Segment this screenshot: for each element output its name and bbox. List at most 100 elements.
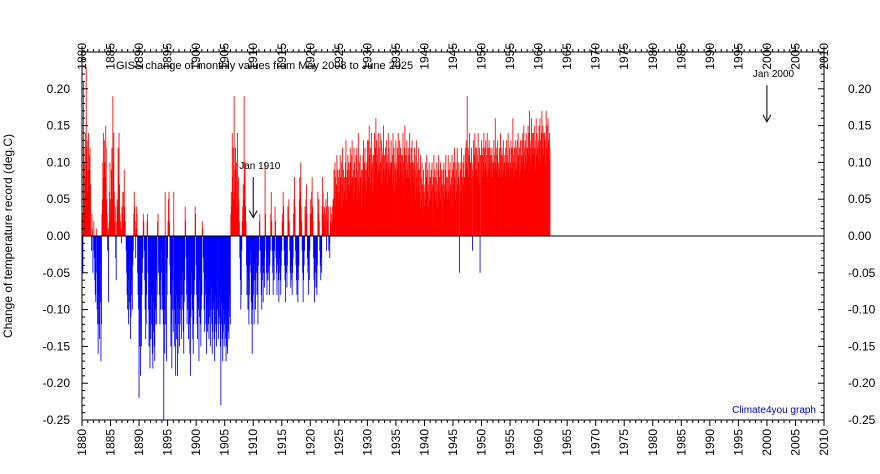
- bar-mark: [451, 177, 452, 236]
- bar-mark: [278, 236, 280, 273]
- bar-mark: [111, 199, 113, 236]
- bar-mark: [404, 169, 406, 236]
- bar-mark: [149, 236, 150, 325]
- bar-mark: [517, 162, 519, 236]
- bar-mark: [177, 236, 178, 376]
- bar-mark: [505, 147, 507, 236]
- bar-mark: [481, 140, 482, 236]
- bar-mark: [365, 191, 367, 236]
- bar-mark: [320, 236, 322, 281]
- bar-mark: [441, 184, 443, 236]
- bar-mark: [243, 199, 245, 236]
- bar-mark: [292, 236, 294, 259]
- bar-mark: [385, 140, 387, 236]
- bar-mark: [412, 177, 414, 236]
- bar-mark: [372, 191, 373, 236]
- bar-mark: [275, 221, 276, 236]
- bar-mark: [116, 221, 118, 236]
- bar-mark: [345, 177, 347, 236]
- bar-mark: [491, 169, 492, 236]
- bar-mark: [173, 191, 175, 236]
- bar-mark: [184, 236, 186, 281]
- bar-mark: [504, 177, 506, 236]
- bar-mark: [95, 236, 97, 303]
- y-tick-label-left: 0.05: [47, 192, 71, 206]
- bar-mark: [308, 236, 310, 281]
- bar-mark: [440, 184, 442, 236]
- bar-mark: [145, 236, 147, 340]
- bar-mark: [171, 236, 173, 310]
- bar-mark: [264, 162, 266, 236]
- bar-mark: [386, 184, 388, 236]
- bar-mark: [333, 169, 335, 236]
- bar-mark: [277, 236, 279, 251]
- bar-mark: [359, 155, 361, 236]
- bar-mark: [442, 169, 444, 236]
- bar-mark: [400, 147, 402, 236]
- bar-mark: [122, 191, 124, 236]
- bar-mark: [538, 125, 540, 236]
- bar-mark: [413, 184, 415, 236]
- bar-mark: [195, 236, 197, 266]
- bar-mark: [436, 184, 438, 236]
- bar-mark: [448, 191, 450, 236]
- bar-mark: [403, 184, 405, 236]
- bar-mark: [109, 191, 110, 236]
- bar-mark: [544, 132, 546, 236]
- bar-mark: [121, 236, 122, 244]
- bar-mark: [148, 236, 150, 347]
- bar-mark: [309, 213, 311, 236]
- bar-mark: [496, 169, 498, 236]
- bar-mark: [196, 236, 198, 325]
- bar-mark: [546, 125, 548, 236]
- bar-mark: [425, 177, 427, 236]
- bar-mark: [350, 184, 352, 236]
- bar-mark: [143, 221, 145, 236]
- bar-mark: [461, 147, 462, 236]
- x-tick-label-top: 1990: [703, 43, 717, 70]
- bar-mark: [359, 191, 361, 236]
- annotation-label: Jan 2000: [753, 69, 795, 80]
- bar-mark: [251, 236, 253, 325]
- bar-mark: [408, 155, 410, 236]
- bar-mark: [539, 147, 540, 236]
- bar-mark: [91, 236, 92, 251]
- bar-mark: [84, 132, 86, 236]
- bar-mark: [399, 162, 401, 236]
- bar-mark: [370, 147, 372, 236]
- bar-mark: [173, 236, 175, 310]
- x-tick-label-bottom: 1975: [617, 429, 631, 456]
- bar-mark: [220, 236, 222, 325]
- bar-mark: [341, 162, 343, 236]
- bar-mark: [401, 155, 403, 236]
- bar-mark: [530, 162, 531, 236]
- bar-mark: [381, 155, 383, 236]
- bar-mark: [151, 236, 153, 325]
- bar-mark: [475, 147, 477, 236]
- bar-mark: [313, 236, 315, 259]
- bar-mark: [504, 155, 506, 236]
- bar-mark: [224, 236, 226, 310]
- x-tick-label-top: 1900: [189, 43, 203, 70]
- bar-mark: [410, 147, 412, 236]
- bar-mark: [355, 177, 356, 236]
- bar-mark: [454, 177, 456, 236]
- bar-mark: [233, 96, 235, 236]
- bar-mark: [466, 162, 468, 236]
- bar-mark: [94, 236, 96, 295]
- bar-mark: [356, 199, 358, 236]
- bar-mark: [193, 236, 195, 325]
- bar-mark: [437, 206, 439, 236]
- bar-mark: [524, 169, 526, 236]
- bar-mark: [251, 236, 253, 354]
- bar-mark: [533, 125, 535, 236]
- bar-mark: [219, 236, 221, 347]
- bar-mark: [310, 199, 312, 236]
- bar-mark: [421, 199, 422, 236]
- bar-mark: [498, 169, 500, 236]
- bar-mark: [131, 236, 133, 310]
- x-tick-label-bottom: 1885: [104, 429, 118, 456]
- bar-mark: [297, 236, 299, 303]
- bar-mark: [542, 155, 544, 236]
- bar-mark: [236, 184, 238, 236]
